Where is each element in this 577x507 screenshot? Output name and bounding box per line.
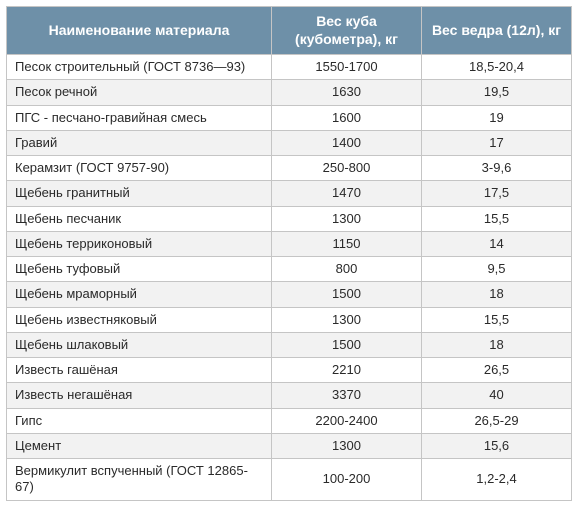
cell-material-name: Щебень шлаковый: [7, 332, 272, 357]
cell-cube-weight: 1600: [272, 105, 422, 130]
cell-cube-weight: 1300: [272, 307, 422, 332]
cell-material-name: Щебень туфовый: [7, 257, 272, 282]
cell-bucket-weight: 14: [422, 231, 572, 256]
col-header-name: Наименование материала: [7, 7, 272, 55]
table-row: Гипс2200-240026,5-29: [7, 408, 572, 433]
cell-material-name: Гипс: [7, 408, 272, 433]
cell-cube-weight: 1630: [272, 80, 422, 105]
cell-material-name: Песок строительный (ГОСТ 8736—93): [7, 55, 272, 80]
table-row: Гравий140017: [7, 130, 572, 155]
table-row: ПГС - песчано-гравийная смесь160019: [7, 105, 572, 130]
cell-bucket-weight: 18: [422, 282, 572, 307]
cell-cube-weight: 1500: [272, 282, 422, 307]
table-row: Цемент130015,6: [7, 433, 572, 458]
cell-material-name: Щебень гранитный: [7, 181, 272, 206]
cell-cube-weight: 1300: [272, 433, 422, 458]
cell-material-name: Вермикулит вспученный (ГОСТ 12865-67): [7, 459, 272, 501]
cell-material-name: Щебень мраморный: [7, 282, 272, 307]
table-header-row: Наименование материала Вес куба (кубомет…: [7, 7, 572, 55]
table-row: Известь негашёная337040: [7, 383, 572, 408]
cell-cube-weight: 1300: [272, 206, 422, 231]
table-row: Песок строительный (ГОСТ 8736—93)1550-17…: [7, 55, 572, 80]
table-row: Известь гашёная221026,5: [7, 358, 572, 383]
cell-bucket-weight: 3-9,6: [422, 156, 572, 181]
cell-material-name: Щебень песчаник: [7, 206, 272, 231]
cell-cube-weight: 1470: [272, 181, 422, 206]
cell-bucket-weight: 19,5: [422, 80, 572, 105]
cell-material-name: Известь гашёная: [7, 358, 272, 383]
table-row: Щебень мраморный150018: [7, 282, 572, 307]
cell-bucket-weight: 17: [422, 130, 572, 155]
table-row: Щебень шлаковый150018: [7, 332, 572, 357]
table-row: Вермикулит вспученный (ГОСТ 12865-67)100…: [7, 459, 572, 501]
cell-bucket-weight: 9,5: [422, 257, 572, 282]
cell-material-name: Щебень терриконовый: [7, 231, 272, 256]
cell-bucket-weight: 1,2-2,4: [422, 459, 572, 501]
cell-bucket-weight: 15,5: [422, 206, 572, 231]
cell-cube-weight: 250-800: [272, 156, 422, 181]
cell-material-name: Цемент: [7, 433, 272, 458]
cell-material-name: Песок речной: [7, 80, 272, 105]
materials-table: Наименование материала Вес куба (кубомет…: [6, 6, 572, 501]
cell-bucket-weight: 40: [422, 383, 572, 408]
table-row: Щебень гранитный147017,5: [7, 181, 572, 206]
table-row: Песок речной163019,5: [7, 80, 572, 105]
cell-cube-weight: 100-200: [272, 459, 422, 501]
cell-cube-weight: 1550-1700: [272, 55, 422, 80]
cell-cube-weight: 1150: [272, 231, 422, 256]
cell-bucket-weight: 26,5: [422, 358, 572, 383]
cell-cube-weight: 1500: [272, 332, 422, 357]
table-row: Щебень известняковый130015,5: [7, 307, 572, 332]
cell-bucket-weight: 15,5: [422, 307, 572, 332]
cell-bucket-weight: 15,6: [422, 433, 572, 458]
cell-bucket-weight: 17,5: [422, 181, 572, 206]
cell-bucket-weight: 18,5-20,4: [422, 55, 572, 80]
cell-cube-weight: 800: [272, 257, 422, 282]
cell-material-name: Щебень известняковый: [7, 307, 272, 332]
cell-bucket-weight: 26,5-29: [422, 408, 572, 433]
cell-material-name: Известь негашёная: [7, 383, 272, 408]
table-row: Щебень терриконовый115014: [7, 231, 572, 256]
cell-cube-weight: 2210: [272, 358, 422, 383]
cell-material-name: Керамзит (ГОСТ 9757-90): [7, 156, 272, 181]
cell-bucket-weight: 18: [422, 332, 572, 357]
cell-material-name: ПГС - песчано-гравийная смесь: [7, 105, 272, 130]
table-row: Щебень туфовый8009,5: [7, 257, 572, 282]
cell-cube-weight: 1400: [272, 130, 422, 155]
table-row: Щебень песчаник130015,5: [7, 206, 572, 231]
cell-cube-weight: 2200-2400: [272, 408, 422, 433]
col-header-cube: Вес куба (кубометра), кг: [272, 7, 422, 55]
cell-material-name: Гравий: [7, 130, 272, 155]
col-header-bucket: Вес ведра (12л), кг: [422, 7, 572, 55]
cell-cube-weight: 3370: [272, 383, 422, 408]
cell-bucket-weight: 19: [422, 105, 572, 130]
table-row: Керамзит (ГОСТ 9757-90)250-8003-9,6: [7, 156, 572, 181]
table-body: Песок строительный (ГОСТ 8736—93)1550-17…: [7, 55, 572, 501]
